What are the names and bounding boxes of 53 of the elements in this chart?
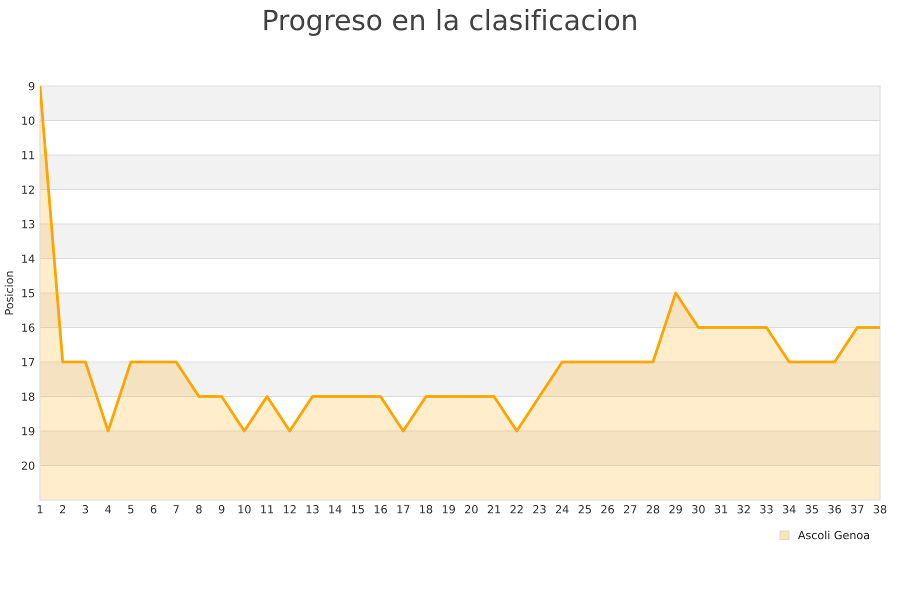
y-tick-label: 11	[22, 151, 34, 160]
x-tick-label: 28	[646, 505, 660, 514]
y-tick-label: 12	[22, 185, 34, 194]
y-axis-title: Posicion	[4, 271, 14, 314]
x-tick-label: 31	[714, 505, 728, 514]
x-tick-label: 29	[669, 505, 682, 514]
x-tick-label: 30	[692, 505, 705, 514]
x-tick-label: 37	[851, 505, 864, 514]
chart-title: Progreso en la clasificacion	[264, 9, 636, 36]
x-tick-label: 5	[128, 505, 134, 514]
y-tick-label: 14	[22, 254, 35, 263]
x-tick-label: 6	[150, 505, 156, 514]
y-tick-label: 19	[22, 426, 34, 436]
x-tick-label: 32	[738, 505, 750, 514]
x-tick-label: 19	[442, 505, 455, 514]
x-tick-label: 9	[218, 505, 224, 514]
x-tick-label: 12	[284, 505, 296, 514]
x-tick-label: 15	[352, 505, 364, 514]
x-tick-label: 36	[828, 505, 841, 514]
y-tick-label: 17	[22, 358, 34, 366]
x-tick-label: 22	[510, 505, 523, 514]
x-tick-label: 16	[374, 505, 387, 514]
x-tick-label: 17	[397, 505, 410, 514]
x-tick-label: 3	[82, 505, 88, 514]
y-tick-label: 20	[22, 461, 34, 470]
legend-label: Ascoli Genoa	[798, 530, 869, 540]
x-tick-label: 1	[38, 505, 43, 514]
x-tick-label: 35	[806, 505, 818, 514]
x-tick-label: 7	[174, 505, 179, 514]
x-tick-label: 33	[760, 505, 773, 514]
x-tick-label: 8	[196, 505, 202, 514]
y-tick-label: 10	[22, 116, 34, 125]
x-tick-label: 11	[261, 505, 274, 514]
x-tick-label: 21	[488, 505, 500, 514]
x-tick-label: 13	[306, 505, 319, 514]
x-tick-label: 24	[556, 505, 569, 514]
y-tick-label: 18	[22, 392, 34, 401]
x-tick-label: 4	[105, 505, 112, 514]
x-tick-label: 2	[60, 505, 66, 514]
y-tick-label: 16	[22, 323, 34, 332]
x-tick-label: 25	[578, 505, 591, 514]
x-tick-label: 14	[329, 505, 342, 514]
y-tick-label: 13	[22, 220, 34, 228]
x-tick-label: 23	[533, 505, 546, 514]
y-tick-label: 15	[22, 289, 34, 298]
x-tick-label: 26	[601, 505, 614, 514]
x-tick-label: 10	[238, 505, 251, 514]
x-tick-label: 18	[420, 505, 432, 514]
x-tick-label: 38	[874, 505, 886, 514]
y-tick-label: 9	[28, 82, 34, 90]
x-tick-label: 20	[465, 505, 478, 514]
x-tick-label: 27	[624, 505, 636, 514]
x-tick-label: 34	[782, 505, 796, 514]
